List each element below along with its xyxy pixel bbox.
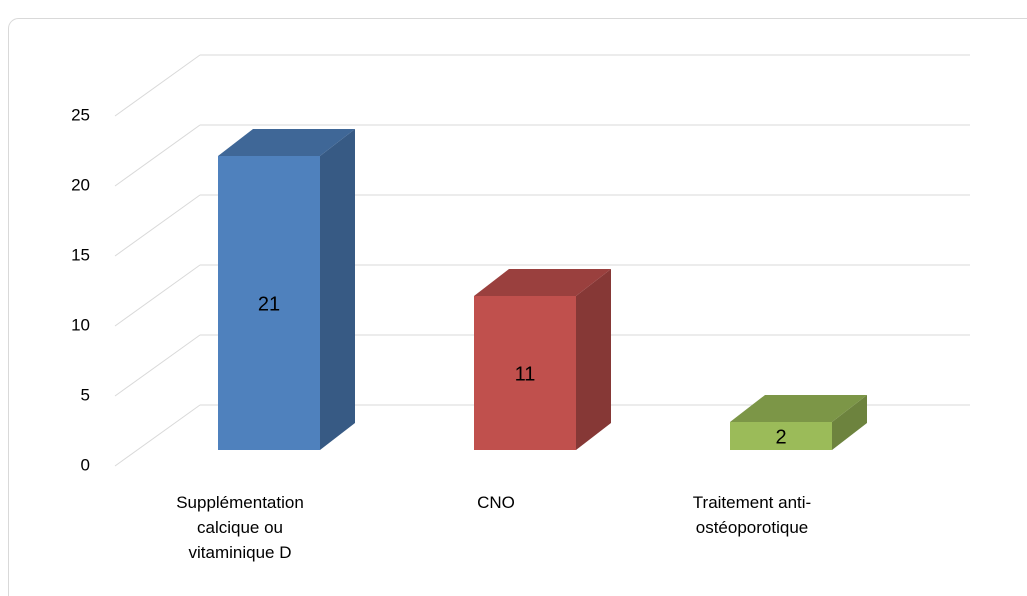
x-tick-label: Supplémentation calcique ou vitaminique … [176, 493, 304, 562]
y-tick-label: 0 [81, 455, 90, 474]
grid-line-diagonal [114, 54, 201, 117]
grid-line-diagonal [114, 334, 201, 397]
y-tick-label: 20 [71, 175, 90, 194]
bar-top [474, 269, 611, 296]
bar-side [576, 269, 611, 450]
y-tick-label: 5 [81, 385, 90, 404]
x-tick-label: Traitement anti-ostéoporotique [692, 493, 812, 537]
bar [218, 156, 320, 450]
bar [730, 422, 832, 450]
data-label: 11 [515, 363, 536, 385]
bar [474, 296, 576, 450]
data-label: 2 [775, 426, 786, 448]
bar-top [218, 129, 355, 156]
y-tick-label: 25 [71, 105, 90, 124]
grid-line-diagonal [114, 264, 201, 327]
bar-side [832, 395, 867, 450]
y-tick-label: 10 [71, 315, 90, 334]
y-tick-label: 15 [71, 245, 90, 264]
grid-line-diagonal [114, 124, 201, 187]
bar-side [320, 129, 355, 450]
x-tick-label: CNO [477, 493, 515, 512]
data-label: 21 [258, 293, 280, 315]
grid-line-diagonal [114, 404, 201, 467]
grid-line-diagonal [114, 194, 201, 257]
bar-top [730, 395, 867, 422]
